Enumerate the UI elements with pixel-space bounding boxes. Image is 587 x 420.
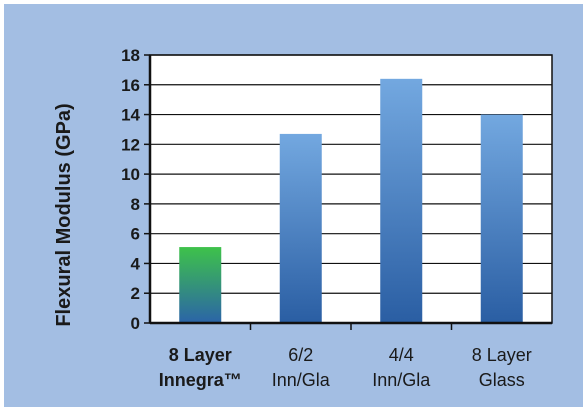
- y-tick-label: 18: [121, 46, 140, 65]
- x-tick-label-line2: Inn/Gla: [272, 370, 331, 390]
- x-tick-label-line1: 8 Layer: [472, 345, 532, 365]
- bar: [380, 78, 423, 323]
- x-tick-label-line1: 8 Layer: [169, 345, 232, 365]
- bars: [179, 78, 523, 323]
- y-tick-label: 14: [121, 106, 140, 125]
- x-tick-label-line2: Inn/Gla: [372, 370, 431, 390]
- y-axis-label: Flexural Modulus (GPa): [53, 103, 75, 326]
- y-tick-label: 0: [131, 314, 140, 333]
- y-tick-labels: 0 2 4 6 8 10 12 14 16 18: [121, 46, 140, 333]
- x-tick-label-line2: Glass: [479, 370, 525, 390]
- y-tick-label: 12: [121, 135, 140, 154]
- bar: [480, 114, 523, 323]
- y-tick-label: 4: [131, 254, 141, 273]
- bar: [279, 133, 322, 323]
- y-tick-label: 2: [131, 284, 140, 303]
- axes: [144, 54, 553, 330]
- bar: [179, 247, 222, 323]
- x-tick-labels: 8 Layer Innegra™ 6/2 Inn/Gla 4/4 Inn/Gla 8 Lay…: [159, 345, 532, 390]
- x-tick-label-line2: Innegra™: [159, 370, 242, 390]
- x-tick-label-line1: 4/4: [389, 345, 414, 365]
- y-tick-label: 10: [121, 165, 140, 184]
- x-tick-label-line1: 6/2: [288, 345, 313, 365]
- y-tick-label: 8: [131, 195, 140, 214]
- y-tick-label: 6: [131, 225, 140, 244]
- y-tick-label: 16: [121, 76, 140, 95]
